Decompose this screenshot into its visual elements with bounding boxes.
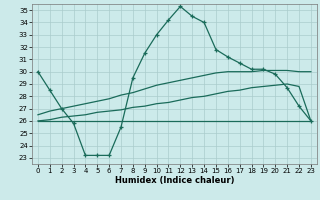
X-axis label: Humidex (Indice chaleur): Humidex (Indice chaleur) bbox=[115, 176, 234, 185]
